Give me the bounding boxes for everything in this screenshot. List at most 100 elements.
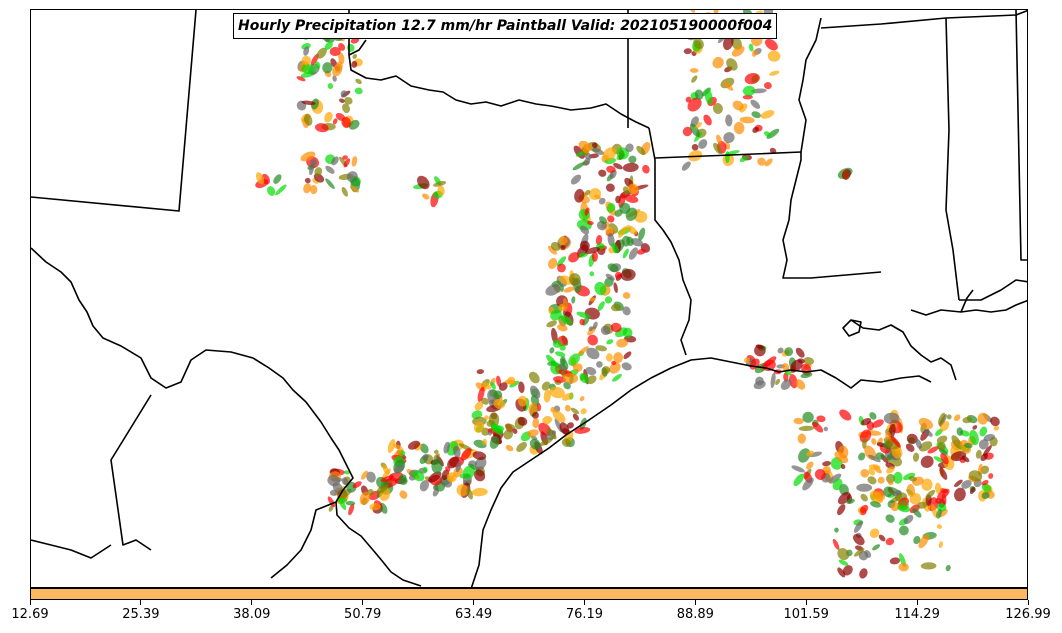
precip-paintball <box>933 456 945 463</box>
precip-paintball <box>858 452 866 461</box>
precip-paintball <box>726 58 738 71</box>
precip-paintball <box>602 366 611 375</box>
precip-paintball <box>551 430 557 435</box>
precip-paintball <box>784 347 794 357</box>
precip-paintball <box>918 417 933 430</box>
precip-paintball <box>860 504 869 514</box>
precip-paintball <box>913 535 921 545</box>
precip-paintball <box>993 425 1000 431</box>
precip-paintball <box>883 486 894 497</box>
precip-paintball <box>381 468 391 481</box>
precip-paintball <box>572 162 585 171</box>
precip-paintball <box>954 487 966 502</box>
precip-paintball <box>802 411 814 423</box>
precip-paintball <box>592 321 598 330</box>
precip-paintball <box>613 282 618 294</box>
precip-paintball <box>790 359 803 372</box>
precip-paintball <box>980 453 988 462</box>
colorbar-tick-label: 12.69 <box>11 607 49 622</box>
precip-paintball <box>399 490 408 499</box>
precip-paintball <box>600 325 611 336</box>
precip-paintball <box>559 344 566 351</box>
precip-paintball <box>694 89 704 100</box>
precip-paintball <box>939 467 948 480</box>
precip-paintball <box>838 445 849 459</box>
precip-paintball <box>400 450 406 456</box>
precip-paintball <box>558 236 568 246</box>
precip-paintball <box>542 415 553 425</box>
precip-paintball <box>752 126 759 133</box>
precip-paintball <box>789 374 798 389</box>
precip-paintball <box>517 416 528 426</box>
precip-paintball <box>577 346 589 356</box>
precip-paintball <box>527 429 539 437</box>
precip-paintball <box>689 123 700 137</box>
precip-paintball <box>621 362 632 371</box>
precip-paintball <box>936 524 943 529</box>
colorbar-tick <box>251 600 253 605</box>
precip-paintball <box>618 226 627 238</box>
precip-paintball <box>579 225 590 235</box>
precip-paintball <box>751 111 761 119</box>
precip-paintball <box>349 185 360 193</box>
precip-paintball <box>903 472 916 481</box>
precip-paintball <box>331 156 339 166</box>
precip-paintball <box>369 503 381 511</box>
precip-paintball <box>770 372 776 389</box>
precip-paintball <box>339 98 345 103</box>
precip-paintball <box>570 174 582 185</box>
precip-paintball <box>584 189 591 196</box>
precip-paintball <box>585 366 597 376</box>
precip-paintball <box>918 441 933 452</box>
precip-paintball <box>886 473 896 484</box>
precip-paintball <box>898 562 909 572</box>
precip-paintball <box>764 82 772 90</box>
precip-paintball <box>892 490 902 497</box>
precip-paintball <box>549 386 565 399</box>
precip-paintball <box>983 434 995 442</box>
precip-paintball <box>334 61 343 73</box>
precip-paintball <box>681 161 691 171</box>
precip-paintball <box>940 421 950 432</box>
precip-paintball <box>861 418 872 426</box>
precip-paintball <box>579 396 585 402</box>
precip-paintball <box>945 564 951 572</box>
precip-paintball <box>552 410 566 423</box>
precip-paintball <box>324 41 333 50</box>
mobile-bay <box>960 289 974 313</box>
precip-paintball <box>716 134 722 145</box>
precip-paintball <box>503 429 514 440</box>
colorbar-tick <box>694 600 696 605</box>
precip-paintball <box>361 470 368 480</box>
precip-paintball <box>912 508 922 518</box>
precip-paintball <box>462 465 476 479</box>
precip-paintball <box>611 303 621 312</box>
precip-paintball <box>693 38 704 49</box>
precip-paintball <box>300 151 316 162</box>
precip-paintball <box>691 75 698 83</box>
precip-paintball <box>338 498 347 511</box>
precip-paintball <box>764 158 773 167</box>
florida-panhandle <box>910 299 1027 316</box>
precip-paintball <box>518 381 525 394</box>
precip-paintball <box>814 469 826 480</box>
precip-paintball <box>472 451 487 460</box>
precip-paintball <box>546 320 557 328</box>
colorbar-tick <box>362 600 364 605</box>
precip-paintball <box>303 183 312 194</box>
precip-paintball <box>921 478 933 491</box>
precip-paintball <box>925 489 936 499</box>
precip-paintball <box>683 48 692 55</box>
precip-paintball <box>934 482 942 494</box>
precip-paintball <box>564 404 571 412</box>
precip-paintball <box>870 501 881 508</box>
precip-paintball <box>777 347 784 354</box>
precip-paintball <box>549 347 555 354</box>
precip-paintball <box>433 453 440 460</box>
precip-paintball <box>846 498 855 505</box>
precip-paintball <box>301 63 316 75</box>
precip-paintball <box>953 414 961 422</box>
precip-paintball <box>838 559 849 566</box>
precip-paintball <box>739 155 748 163</box>
precip-paintball <box>878 534 886 542</box>
